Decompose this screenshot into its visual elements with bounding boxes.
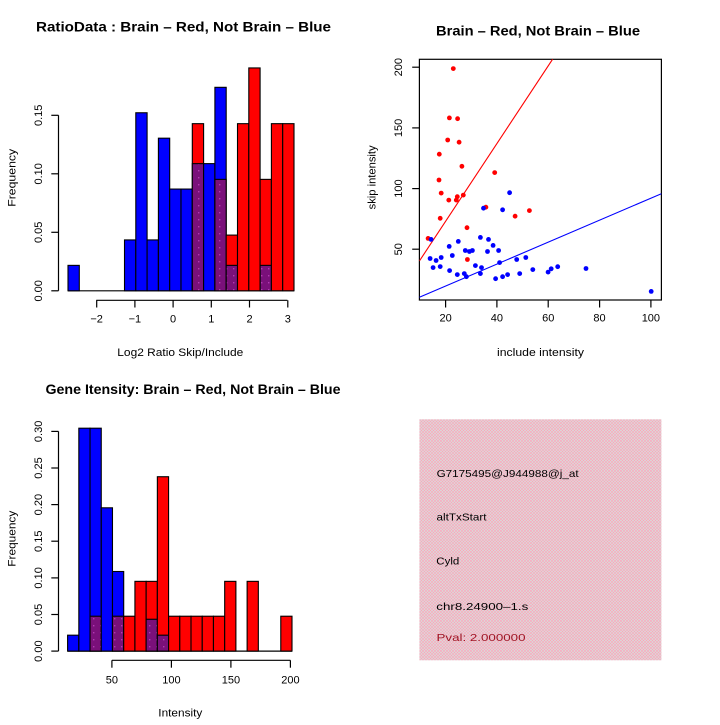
svg-text:0.15: 0.15 bbox=[33, 531, 45, 552]
svg-text:RatioData : Brain – Red, Not B: RatioData : Brain – Red, Not Brain – Blu… bbox=[36, 20, 331, 36]
svg-text:20: 20 bbox=[439, 313, 451, 325]
svg-text:G7175495@J944988@j_at: G7175495@J944988@j_at bbox=[437, 468, 579, 480]
svg-text:1: 1 bbox=[208, 314, 214, 326]
svg-text:Cyld: Cyld bbox=[436, 555, 459, 567]
svg-text:80: 80 bbox=[593, 313, 605, 325]
svg-text:2: 2 bbox=[246, 314, 252, 326]
svg-text:0.30: 0.30 bbox=[33, 421, 45, 442]
svg-text:100: 100 bbox=[393, 179, 405, 197]
svg-text:100: 100 bbox=[642, 313, 660, 325]
svg-text:chr8.24900–1.s: chr8.24900–1.s bbox=[436, 601, 528, 613]
svg-text:0.00: 0.00 bbox=[33, 280, 45, 301]
svg-text:include intensity: include intensity bbox=[497, 347, 585, 359]
svg-text:0.05: 0.05 bbox=[33, 222, 45, 243]
svg-text:0.25: 0.25 bbox=[33, 457, 45, 478]
svg-text:−1: −1 bbox=[129, 314, 142, 326]
svg-text:Log2 Ratio Skip/Include: Log2 Ratio Skip/Include bbox=[117, 347, 243, 359]
svg-text:0.15: 0.15 bbox=[33, 105, 45, 126]
svg-text:Gene Itensity: Brain – Red, No: Gene Itensity: Brain – Red, Not Brain – … bbox=[46, 382, 341, 398]
svg-text:Intensity: Intensity bbox=[158, 708, 203, 720]
svg-text:100: 100 bbox=[162, 675, 180, 687]
svg-text:50: 50 bbox=[106, 675, 118, 687]
svg-text:Frequency: Frequency bbox=[7, 148, 19, 207]
svg-text:0.00: 0.00 bbox=[33, 640, 45, 661]
svg-text:skip intensity: skip intensity bbox=[367, 145, 379, 209]
svg-text:0.05: 0.05 bbox=[33, 604, 45, 625]
svg-text:60: 60 bbox=[542, 313, 554, 325]
svg-text:50: 50 bbox=[393, 243, 405, 255]
svg-text:200: 200 bbox=[393, 58, 405, 76]
svg-text:−2: −2 bbox=[90, 314, 103, 326]
svg-text:40: 40 bbox=[491, 313, 503, 325]
svg-text:3: 3 bbox=[285, 314, 291, 326]
svg-text:Pval: 2.000000: Pval: 2.000000 bbox=[437, 632, 526, 644]
svg-text:150: 150 bbox=[393, 119, 405, 137]
svg-text:0.10: 0.10 bbox=[33, 567, 45, 588]
svg-text:150: 150 bbox=[222, 675, 240, 687]
svg-text:Brain – Red, Not Brain – Blue: Brain – Red, Not Brain – Blue bbox=[436, 23, 640, 39]
svg-text:altTxStart: altTxStart bbox=[437, 512, 487, 524]
svg-text:0: 0 bbox=[170, 314, 176, 326]
svg-text:0.10: 0.10 bbox=[33, 163, 45, 184]
svg-text:0.20: 0.20 bbox=[33, 494, 45, 515]
svg-text:Frequency: Frequency bbox=[7, 510, 19, 567]
svg-text:200: 200 bbox=[281, 675, 299, 687]
